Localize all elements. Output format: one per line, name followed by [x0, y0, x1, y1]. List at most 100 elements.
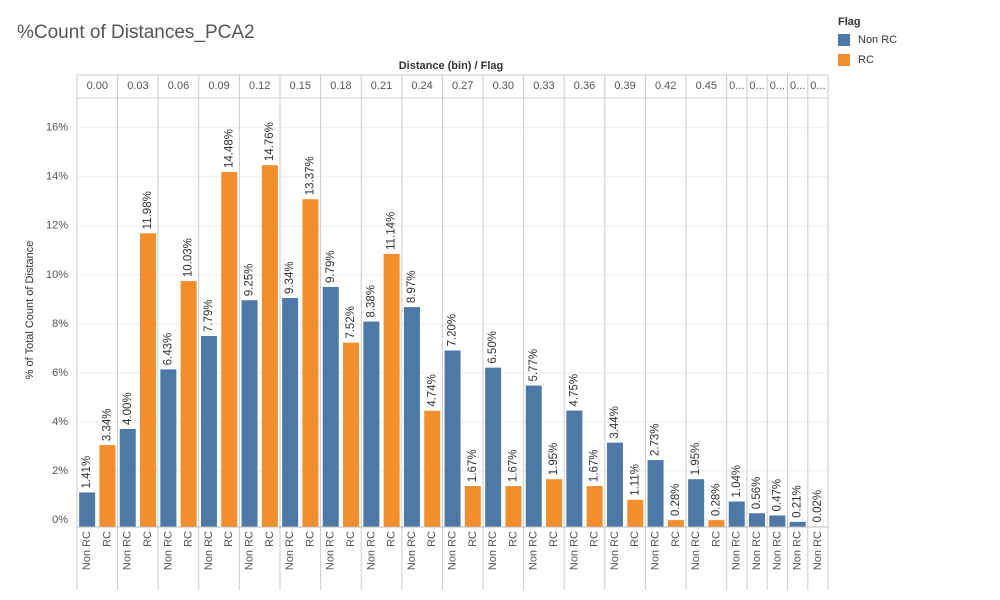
data-label: 9.79% [325, 250, 337, 283]
bin-label: 0.06 [168, 80, 189, 92]
x-tick-label: Non RC [528, 531, 540, 570]
data-label: 5.77% [528, 349, 540, 382]
bar [749, 513, 766, 527]
data-label: 14.76% [264, 122, 276, 161]
x-tick-label: Non RC [325, 531, 337, 570]
bar [180, 281, 197, 527]
legend-title: Flag [838, 16, 861, 28]
bin-label: 0.30 [493, 80, 514, 92]
x-tick-label: Non RC [284, 531, 296, 570]
bar [769, 515, 786, 527]
x-tick-label: Non RC [649, 531, 661, 570]
data-label: 6.43% [162, 333, 174, 366]
data-label: 2.73% [650, 423, 662, 456]
x-tick-label: RC [629, 531, 641, 547]
bar [343, 342, 360, 527]
data-label: 9.25% [244, 264, 256, 297]
x-tick-label: Non RC [203, 531, 215, 570]
data-label: 1.67% [589, 449, 601, 482]
x-tick-label: Non RC [771, 531, 783, 570]
x-tick-label: Non RC [812, 531, 824, 570]
data-label: 8.97% [406, 270, 418, 303]
x-tick-label: RC [183, 531, 195, 547]
data-label: 1.04% [731, 465, 743, 498]
x-tick-label: Non RC [446, 531, 458, 570]
y-tick-label: 0% [52, 514, 68, 526]
bar [647, 460, 664, 527]
chart-title: %Count of Distances_PCA2 [17, 22, 255, 43]
x-tick-label: Non RC [751, 531, 763, 570]
bar [708, 520, 725, 527]
data-label: 1.41% [81, 456, 93, 489]
data-label: 8.38% [365, 285, 377, 318]
bar [322, 287, 339, 527]
y-tick-label: 6% [52, 367, 68, 379]
x-tick-label: Non RC [122, 531, 134, 570]
bar [789, 521, 806, 527]
x-tick-label: RC [467, 531, 479, 547]
y-tick-label: 10% [46, 269, 68, 281]
y-axis-title: % of Total Count of Distance [24, 241, 36, 380]
x-tick-label: RC [426, 531, 438, 547]
y-tick-label: 16% [46, 122, 68, 134]
bin-label: 0.15 [290, 80, 311, 92]
bar [546, 479, 563, 527]
data-label: 0.28% [710, 484, 722, 517]
x-tick-label: RC [101, 531, 113, 547]
bar [79, 492, 96, 527]
bar [383, 253, 400, 527]
x-tick-label: RC [142, 531, 154, 547]
data-label: 0.02% [812, 490, 824, 523]
header-label: Distance (bin) / Flag [399, 60, 504, 72]
data-label: 1.95% [690, 443, 702, 476]
x-tick-label: RC [223, 531, 235, 547]
x-tick-label: RC [548, 531, 560, 547]
bar [363, 321, 380, 527]
data-label: 1.67% [507, 449, 519, 482]
bin-label: 0... [729, 80, 744, 92]
bin-label: 0.12 [249, 80, 270, 92]
bar [505, 486, 522, 527]
bar [302, 199, 319, 527]
data-label: 6.50% [487, 331, 499, 364]
data-label: 1.11% [629, 464, 641, 496]
data-label: 0.47% [771, 479, 783, 512]
bin-label: 0.36 [574, 80, 595, 92]
bar [99, 445, 116, 527]
bin-label: 0.24 [411, 80, 432, 92]
bar [485, 367, 502, 527]
bar [261, 165, 278, 528]
x-tick-label: Non RC [731, 531, 743, 570]
data-label: 1.95% [548, 443, 560, 476]
x-tick-label: RC [345, 531, 357, 547]
bin-label: 0... [810, 80, 825, 92]
data-label: 4.75% [568, 374, 580, 407]
bin-label: 0.39 [614, 80, 635, 92]
bar [606, 442, 623, 527]
x-tick-label: Non RC [568, 531, 580, 570]
bar [586, 486, 603, 527]
data-label: 7.20% [447, 314, 459, 347]
x-tick-label: Non RC [690, 531, 702, 570]
data-label: 10.03% [183, 238, 195, 277]
bar [119, 428, 136, 527]
data-label: 0.21% [792, 485, 804, 518]
y-tick-label: 8% [52, 318, 68, 330]
data-label: 13.37% [304, 156, 316, 195]
bin-label: 0.21 [371, 80, 392, 92]
y-tick-label: 2% [52, 465, 68, 477]
x-tick-label: RC [264, 531, 276, 547]
bar [241, 300, 258, 527]
bar [424, 410, 441, 527]
bar [140, 233, 157, 528]
bar [160, 369, 177, 527]
data-label: 11.98% [142, 191, 154, 229]
legend-label: RC [858, 54, 874, 66]
bar [525, 385, 542, 527]
data-label: 3.44% [609, 406, 621, 439]
bin-label: 0... [790, 80, 805, 92]
bin-label: 0.09 [208, 80, 229, 92]
bar [282, 298, 299, 527]
x-tick-label: Non RC [81, 531, 93, 570]
